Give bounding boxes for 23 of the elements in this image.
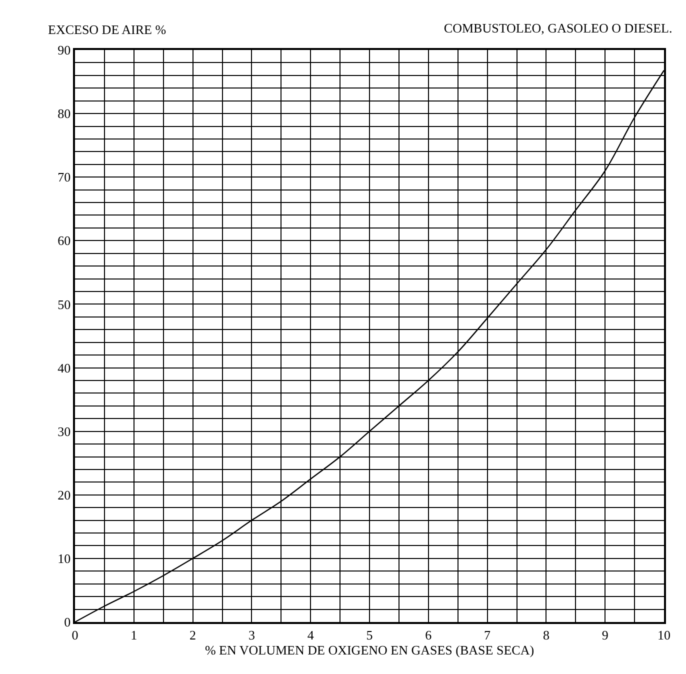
chart-title: COMBUSTOLEO, GASOLEO O DIESEL. xyxy=(444,20,672,36)
x-tick-label: 9 xyxy=(602,627,608,642)
y-tick-label: 50 xyxy=(58,296,71,312)
x-tick-label: 8 xyxy=(542,627,550,642)
x-tick-label: 10 xyxy=(658,627,670,642)
x-tick-label: 3 xyxy=(248,627,255,642)
x-tick-label: 5 xyxy=(366,627,373,642)
y-axis-title: EXCESO DE AIRE % xyxy=(48,22,166,37)
y-tick-label: 10 xyxy=(58,550,71,566)
y-tick-label: 90 xyxy=(58,42,71,58)
y-tick-label: 0 xyxy=(64,614,71,630)
y-tick-label: 20 xyxy=(58,487,71,502)
x-tick-label: 2 xyxy=(190,627,196,642)
x-tick-label: 6 xyxy=(425,627,432,642)
x-tick-label: 4 xyxy=(307,627,314,642)
y-tick-label: 80 xyxy=(58,106,71,122)
y-tick-label: 70 xyxy=(58,170,71,185)
y-tick-label: 30 xyxy=(58,424,71,439)
x-axis-title: % EN VOLUMEN DE OXIGENO EN GASES (BASE SECA) xyxy=(204,642,534,658)
y-tick-label: 40 xyxy=(58,360,71,376)
y-tick-label: 60 xyxy=(58,233,71,248)
x-tick-label: 7 xyxy=(484,627,492,642)
x-tick-label: 1 xyxy=(130,627,138,642)
